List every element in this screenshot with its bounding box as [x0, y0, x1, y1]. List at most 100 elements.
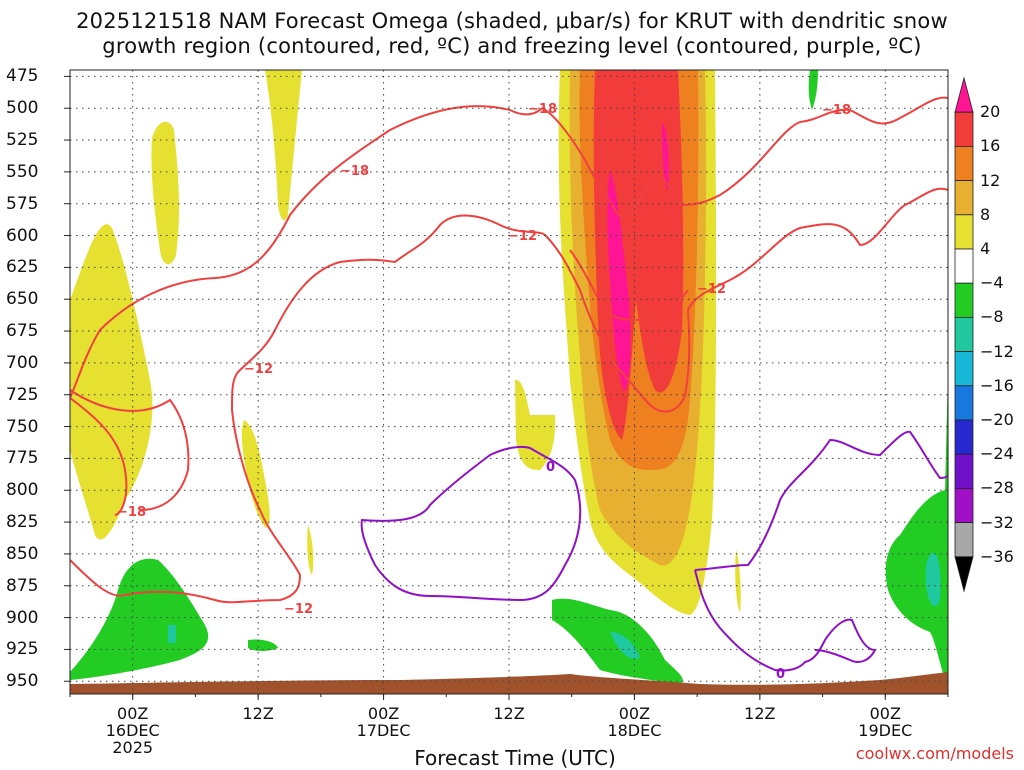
- colorbar-segment: [954, 351, 974, 387]
- y-tick-label: 600: [6, 225, 39, 246]
- x-tick-label: 18DEC: [607, 721, 662, 740]
- omega-neg-top: [808, 70, 818, 110]
- omega-neg-right-core: [925, 552, 941, 607]
- colorbar-segment: [954, 76, 974, 113]
- omega-neg-12z: [248, 639, 278, 651]
- y-tick-label: 475: [6, 66, 39, 87]
- label-minus12-3: −12: [697, 282, 726, 297]
- omega-shading: [70, 70, 948, 694]
- grid-lines: [70, 70, 948, 694]
- x-tick-label: 12Z: [242, 704, 274, 723]
- y-tick-label: 500: [6, 98, 39, 119]
- credit-link[interactable]: coolwx.com/models: [855, 744, 1014, 763]
- label-minus18-1: −18: [340, 164, 369, 179]
- colorbar-label: −16: [980, 375, 1014, 395]
- y-tick-label: 675: [6, 321, 39, 342]
- colorbar-segment: [954, 316, 974, 352]
- omega-neg-right: [885, 370, 948, 690]
- x-tick-label: 16DEC: [105, 721, 160, 740]
- x-tick-label: 17DEC: [356, 721, 411, 740]
- x-tick-label: 00Z: [367, 704, 400, 723]
- colorbar-segment: [954, 419, 974, 455]
- y-tick-label: 700: [6, 352, 39, 373]
- contour-minus18-b: [541, 96, 948, 218]
- y-tick-label: 750: [6, 416, 39, 437]
- label-zero-1: 0: [546, 460, 555, 475]
- colorbar-label: −24: [980, 444, 1014, 464]
- omega-core-20b: [662, 122, 669, 190]
- x-tick-label: 12Z: [744, 704, 776, 723]
- colorbar: [954, 76, 974, 593]
- y-tick-label: 875: [6, 575, 39, 596]
- colorbar-segment: [954, 248, 974, 284]
- x-tick-label: 12Z: [493, 704, 525, 723]
- colorbar-label: −4: [980, 273, 1004, 293]
- contour-minus12-b: [569, 249, 689, 322]
- omega-core-20a: [607, 170, 631, 392]
- chart-title-line2: growth region (contoured, red, ºC) and f…: [102, 34, 922, 58]
- omega-patch-left: [70, 224, 153, 540]
- omega-neg-18dec-core: [610, 632, 640, 659]
- label-zero-2: 0: [776, 667, 785, 682]
- contour-minus18-a: [70, 105, 543, 516]
- colorbar-segment: [954, 385, 974, 421]
- axis-ticks: [64, 75, 949, 700]
- colorbar-segment: [954, 556, 974, 593]
- colorbar-label: 16: [980, 136, 1001, 156]
- colorbar-segment: [954, 180, 974, 216]
- x-tick-label: 00Z: [618, 704, 651, 723]
- freezing-contour: [360, 430, 948, 672]
- y-tick-label: 900: [6, 607, 39, 628]
- label-minus18-3: −18: [822, 103, 851, 118]
- x-axis-title: Forecast Time (UTC): [414, 746, 616, 770]
- label-minus12-2: −12: [244, 362, 273, 377]
- colorbar-label: −32: [980, 512, 1014, 532]
- colorbar-label: −36: [980, 546, 1014, 566]
- colorbar-segment: [954, 111, 974, 147]
- y-tick-label: 575: [6, 193, 39, 214]
- colorbar-label: 20: [980, 102, 1001, 122]
- colorbar-segment: [954, 145, 974, 181]
- omega-neg-left: [70, 558, 209, 680]
- y-tick-label: 550: [6, 161, 39, 182]
- omega-patch-top12z: [265, 70, 302, 221]
- contour-labels: −18 −18 −18 −18 −12 −12 −12 −12 0 0: [117, 102, 851, 682]
- y-tick-label: 625: [6, 257, 39, 278]
- y-tick-label: 950: [6, 671, 39, 692]
- y-tick-label: 850: [6, 543, 39, 564]
- colorbar-segment: [954, 487, 974, 523]
- omega-patch-topleft: [151, 121, 180, 265]
- omega-patch-small: [307, 525, 314, 575]
- y-tick-label: 925: [6, 639, 39, 660]
- colorbar-segment: [954, 453, 974, 489]
- colorbar-label: 8: [980, 204, 991, 224]
- colorbar-label: −8: [980, 307, 1004, 327]
- contour-zero-b: [694, 430, 948, 672]
- chart-title-line1: 2025121518 NAM Forecast Omega (shaded, μ…: [76, 9, 948, 33]
- y-tick-label: 775: [6, 448, 39, 469]
- colorbar-label: −20: [980, 410, 1014, 429]
- x-tick-label: 00Z: [117, 704, 149, 723]
- colorbar-label: 4: [980, 239, 991, 258]
- contour-zero-a: [360, 445, 582, 602]
- label-minus12-4: −12: [284, 602, 313, 617]
- omega-patch-mid12z: [241, 420, 270, 528]
- y-tick-label: 825: [6, 512, 39, 533]
- label-minus18-2: −18: [528, 102, 557, 117]
- label-minus12-1: −12: [508, 229, 537, 244]
- y-tick-label: 525: [6, 130, 39, 151]
- y-tick-label: 725: [6, 384, 39, 405]
- colorbar-label: −12: [980, 341, 1014, 361]
- y-tick-label: 800: [6, 480, 39, 501]
- colorbar-label: −28: [980, 478, 1014, 498]
- colorbar-segment: [954, 522, 974, 558]
- label-minus18-4: −18: [117, 505, 146, 520]
- y-tick-label: 650: [6, 289, 39, 310]
- contour-minus12-loop: [70, 389, 190, 511]
- x-tick-label: 19DEC: [858, 721, 913, 740]
- omega-neg-left-small: [168, 625, 176, 643]
- x-tick-label: 00Z: [869, 704, 901, 723]
- colorbar-label: 12: [980, 170, 1001, 190]
- x-tick-label: 2025: [112, 738, 154, 757]
